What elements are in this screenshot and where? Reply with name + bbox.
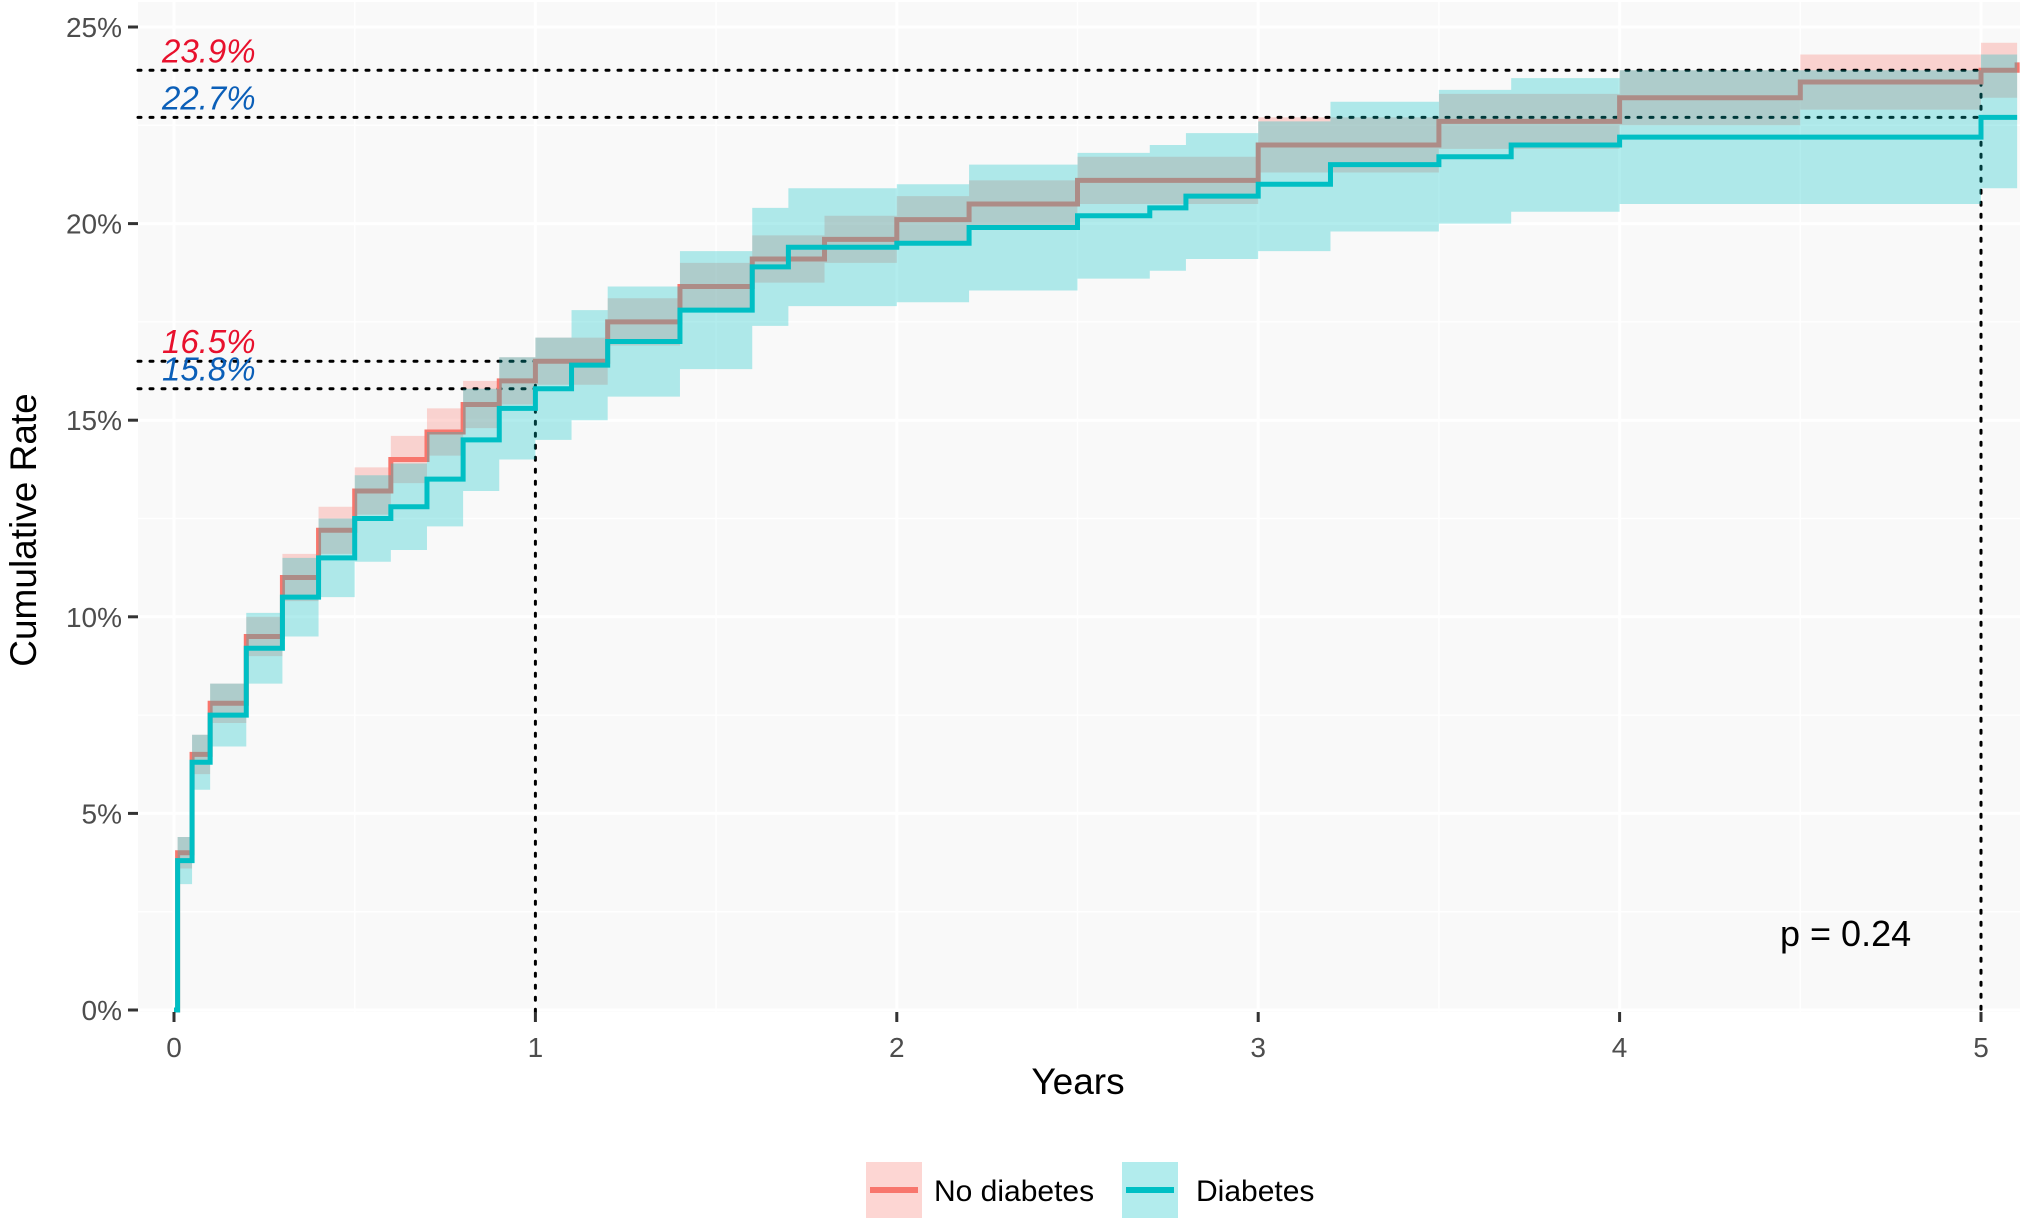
- p-value: p = 0.24: [1780, 913, 1911, 954]
- reference-labels: 23.9% 22.7% 16.5%15.8%: [161, 32, 256, 387]
- x-tick-label: 1: [528, 1032, 544, 1063]
- legend-item-no-diabetes: No diabetes: [866, 1162, 1094, 1218]
- reference-label: 23.9%: [161, 32, 256, 69]
- y-tick-label: 0%: [82, 995, 122, 1026]
- reference-label: 15.8%: [162, 351, 256, 388]
- line-diabetes: [174, 114, 2018, 1013]
- grid: [138, 2, 2020, 1012]
- legend-label-diabetes: Diabetes: [1196, 1175, 1314, 1208]
- reference-label: 22.7%: [161, 79, 256, 116]
- series-lines: [174, 54, 2020, 1013]
- axis-ticks: 0 1 2 3 4 5 0% 5% 10% 15% 20% 25%: [66, 12, 1989, 1063]
- band-diabetes: [174, 54, 2018, 1011]
- x-tick-label: 2: [889, 1032, 905, 1063]
- x-tick-label: 5: [1973, 1032, 1989, 1063]
- legend-label-no-diabetes: No diabetes: [934, 1175, 1094, 1208]
- x-tick-label: 3: [1250, 1032, 1266, 1063]
- legend-item-diabetes: Diabetes: [1122, 1162, 1314, 1218]
- reference-lines: [136, 68, 1983, 1014]
- y-tick-label: 10%: [66, 602, 122, 633]
- y-axis-title: Cumulative Rate: [3, 393, 44, 667]
- y-tick-label: 25%: [66, 12, 122, 43]
- x-tick-label: 4: [1612, 1032, 1628, 1063]
- y-tick-label: 20%: [66, 209, 122, 240]
- x-axis-title: Years: [1031, 1061, 1124, 1102]
- reference-label: 16.5%: [162, 323, 256, 360]
- legend: No diabetes Diabetes: [866, 1162, 1314, 1218]
- y-tick-label: 5%: [82, 798, 122, 829]
- x-tick-label: 0: [166, 1032, 182, 1063]
- y-tick-label: 15%: [66, 405, 122, 436]
- plot-panel: [138, 2, 2020, 1012]
